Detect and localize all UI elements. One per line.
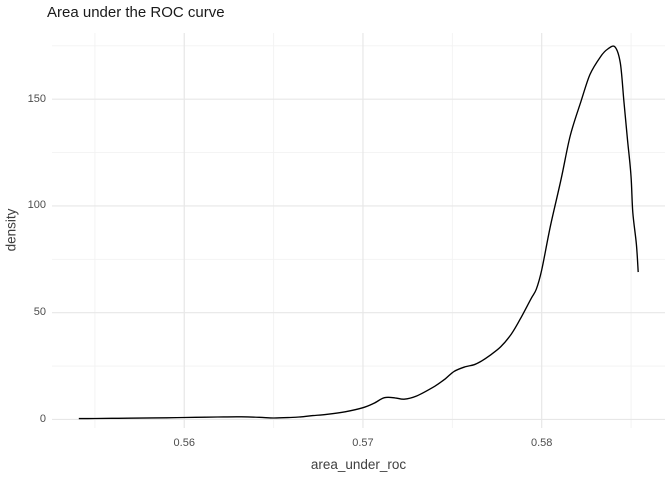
x-tick-label: 0.57 — [352, 437, 374, 449]
x-tick-label: 0.56 — [173, 437, 195, 449]
density-curve — [78, 45, 639, 420]
plot-title: Area under the ROC curve — [47, 4, 225, 21]
y-tick-label: 0 — [39, 412, 46, 425]
y-tick-label: 50 — [33, 306, 46, 319]
y-tick-label: 100 — [27, 199, 46, 212]
x-tick-label: 0.58 — [530, 437, 553, 449]
x-axis-title: area_under_roc — [310, 457, 407, 472]
y-axis-title: density — [3, 208, 19, 252]
y-tick-label: 150 — [27, 92, 46, 105]
